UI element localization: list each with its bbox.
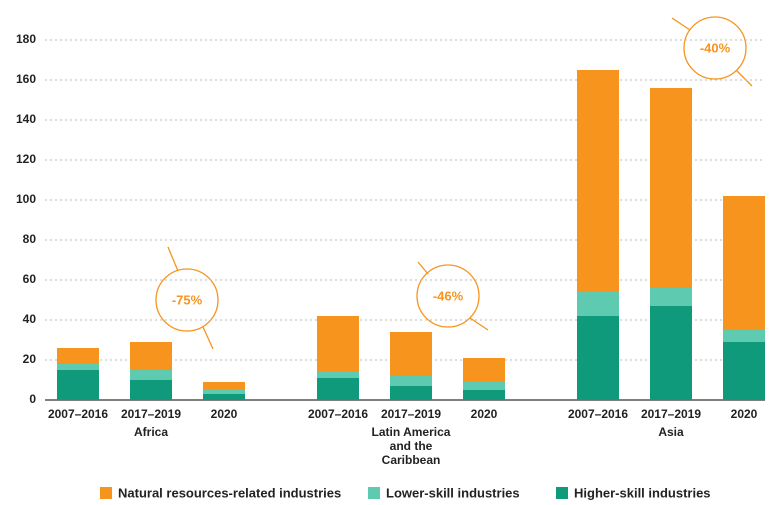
x-tick-label: 2020 — [471, 407, 498, 421]
y-tick-label: 100 — [16, 192, 36, 206]
annotation-arrow — [417, 261, 429, 275]
bar-segment — [57, 348, 99, 364]
bar-segment — [723, 196, 765, 330]
x-tick-label: 2017–2019 — [641, 407, 701, 421]
y-tick-label: 40 — [23, 312, 37, 326]
bar-segment — [317, 372, 359, 378]
bar-segment — [577, 292, 619, 316]
bar-segment — [317, 378, 359, 400]
bar-segment — [57, 364, 99, 370]
bar-segment — [723, 342, 765, 400]
bar-segment — [723, 330, 765, 342]
bar-segment — [577, 316, 619, 400]
legend-label: Lower-skill industries — [386, 485, 520, 500]
bar-segment — [650, 88, 692, 288]
x-tick-label: 2007–2016 — [308, 407, 368, 421]
annotation: -46% — [433, 288, 464, 303]
y-tick-label: 0 — [29, 392, 36, 406]
annotation-circle — [155, 268, 219, 332]
bar-segment — [57, 370, 99, 400]
y-tick-label: 140 — [16, 112, 36, 126]
annotations — [155, 16, 753, 350]
annotation-arrow — [167, 246, 179, 272]
annotation-circle — [416, 264, 480, 328]
bar-segment — [390, 332, 432, 376]
annotation-arrow — [469, 317, 489, 331]
annotation: -75% — [172, 292, 203, 307]
bar-segment — [463, 358, 505, 382]
bar-segment — [203, 394, 245, 400]
bar-segment — [463, 382, 505, 390]
legend-swatch — [556, 487, 568, 499]
bar-segment — [317, 316, 359, 372]
legend-swatch — [100, 487, 112, 499]
x-tick-label: 2017–2019 — [381, 407, 441, 421]
y-tick-label: 20 — [23, 352, 37, 366]
y-tick-label: 160 — [16, 72, 36, 86]
y-tick-label: 80 — [23, 232, 37, 246]
legend-label: Higher-skill industries — [574, 485, 711, 500]
x-tick-label: 2020 — [211, 407, 238, 421]
bar-segment — [203, 390, 245, 394]
legend-label: Natural resources-related industries — [118, 485, 341, 500]
group-label: Africa — [133, 425, 168, 439]
bar-segment — [463, 390, 505, 400]
bar-segment — [203, 382, 245, 390]
group-label: Asia — [658, 425, 684, 439]
y-tick-label: 60 — [23, 272, 37, 286]
bar-segment — [130, 342, 172, 370]
annotation-circle — [683, 16, 747, 80]
bar-segment — [650, 288, 692, 306]
bar-segment — [577, 70, 619, 292]
y-tick-label: 120 — [16, 152, 36, 166]
y-tick-label: 180 — [16, 32, 36, 46]
group-label: Latin America and the Caribbean — [371, 425, 451, 467]
x-tick-label: 2020 — [731, 407, 758, 421]
legend-swatch — [368, 487, 380, 499]
x-tick-label: 2007–2016 — [568, 407, 628, 421]
x-tick-label: 2007–2016 — [48, 407, 108, 421]
bar-segment — [390, 376, 432, 386]
annotation-arrow — [671, 17, 691, 31]
bar-segment — [650, 306, 692, 400]
annotation-arrow — [735, 69, 753, 87]
annotation-arrow — [202, 326, 214, 350]
bar-segment — [130, 370, 172, 380]
x-tick-label: 2017–2019 — [121, 407, 181, 421]
bar-segment — [390, 386, 432, 400]
annotation: -40% — [700, 40, 731, 55]
bar-segment — [130, 380, 172, 400]
